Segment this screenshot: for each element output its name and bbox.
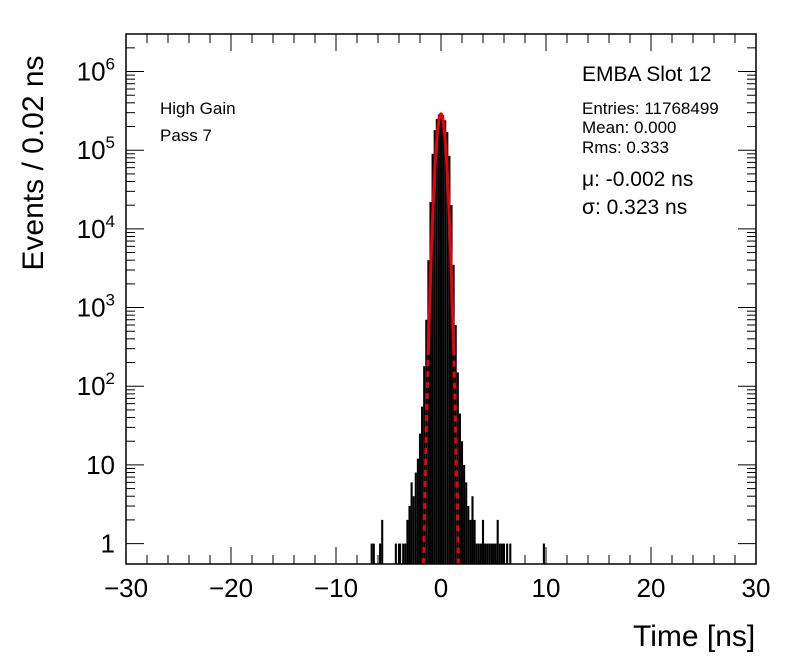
y-tick-label: 106 (77, 55, 115, 87)
histogram-bar (450, 205, 453, 565)
y-tick-label: 105 (77, 133, 115, 165)
histogram-bar (506, 543, 509, 564)
histogram-bar (394, 543, 397, 564)
histogram-bar (460, 441, 464, 564)
gaussian-fit-curve (422, 112, 460, 565)
histogram-bar (423, 366, 426, 564)
histogram-bar (412, 496, 415, 564)
x-tick-label: −10 (314, 573, 358, 603)
histogram-bar (429, 201, 432, 565)
fit-sigma: σ: 0.323 ns (582, 196, 688, 219)
histogram-bar (452, 264, 455, 564)
x-tick-label: −30 (104, 573, 148, 603)
histogram-bar (498, 543, 501, 564)
histogram-bar (492, 543, 495, 564)
y-tick-label: 10 (86, 450, 115, 480)
histogram-bar (502, 543, 506, 564)
histogram-bar (442, 115, 445, 564)
histogram-bar (379, 543, 382, 564)
y-tick-label: 1 (101, 529, 115, 559)
histogram-bar (494, 543, 497, 564)
histogram-bar (402, 543, 405, 564)
histogram-bars (370, 113, 545, 565)
histogram-bar (418, 433, 422, 564)
histogram-bar (408, 506, 411, 564)
stats-rms: Rms: 0.333 (582, 138, 669, 157)
histogram-bar (463, 464, 466, 564)
x-axis-label: Time [ns] (633, 620, 756, 653)
histogram-bar (509, 543, 512, 564)
histogram-bar (448, 155, 451, 565)
histogram-bar (435, 118, 438, 564)
histogram-bar (475, 543, 478, 564)
stats-mean: Mean: 0.000 (582, 118, 677, 137)
histogram-bar (484, 543, 487, 564)
histogram-bar (456, 372, 459, 564)
histogram-bar (458, 413, 461, 564)
histogram-bar (500, 543, 503, 564)
histogram-bar (370, 543, 373, 564)
histogram-bar (469, 519, 472, 564)
histogram-bar (421, 406, 424, 564)
histogram-bar (444, 120, 447, 565)
fit-mu: μ: -0.002 ns (582, 168, 694, 191)
x-tick-label: 10 (532, 573, 561, 603)
fit-curve-core (426, 112, 456, 350)
histogram-bar (431, 153, 434, 565)
histogram-bar (406, 519, 409, 564)
y-tick-label: 104 (77, 212, 115, 244)
axis-ticks (125, 33, 757, 564)
histogram-bar (433, 130, 436, 564)
histogram-bar (542, 543, 545, 564)
gain-label: High Gain (160, 99, 236, 118)
histogram-bar (486, 543, 489, 564)
pass-label: Pass 7 (160, 126, 212, 145)
histogram-bar (488, 543, 491, 564)
histogram-bar (439, 113, 443, 564)
histogram-bar (481, 519, 485, 564)
histogram-bar (437, 114, 440, 564)
histogram-bar (416, 458, 419, 564)
histogram-bar (410, 482, 413, 564)
histogram-bar (414, 472, 417, 564)
x-tick-label: 0 (434, 573, 448, 603)
histogram-bar (477, 543, 480, 564)
histogram-bar (490, 543, 493, 564)
x-tick-labels: −30 −20 −10 0 10 20 30 (104, 573, 771, 603)
fit-curve-tail-left (422, 349, 430, 565)
histogram-bar (479, 543, 482, 564)
histogram-bar (372, 543, 375, 564)
histogram-bar (454, 325, 457, 564)
y-tick-labels: 1 10 102 103 104 105 106 (77, 55, 115, 559)
histogram-bar (427, 260, 430, 564)
stats-entries: Entries: 11768499 (582, 99, 719, 118)
histogram-bar (467, 506, 470, 564)
x-tick-label: −20 (209, 573, 253, 603)
histogram-bar (381, 519, 384, 564)
x-tick-label: 20 (637, 573, 666, 603)
chart-title: EMBA Slot 12 (582, 63, 712, 86)
histogram-bar (399, 543, 402, 564)
histogram-bar (404, 543, 407, 564)
y-tick-label: 103 (77, 291, 115, 323)
y-axis-label: Events / 0.02 ns (17, 55, 50, 271)
histogram-bar (465, 482, 468, 564)
histogram-bar (496, 519, 499, 564)
histogram-bar (471, 496, 474, 564)
x-tick-label: 30 (742, 573, 771, 603)
histogram-bar (473, 519, 476, 564)
histogram-bar (446, 132, 449, 564)
y-tick-label: 102 (77, 369, 115, 401)
